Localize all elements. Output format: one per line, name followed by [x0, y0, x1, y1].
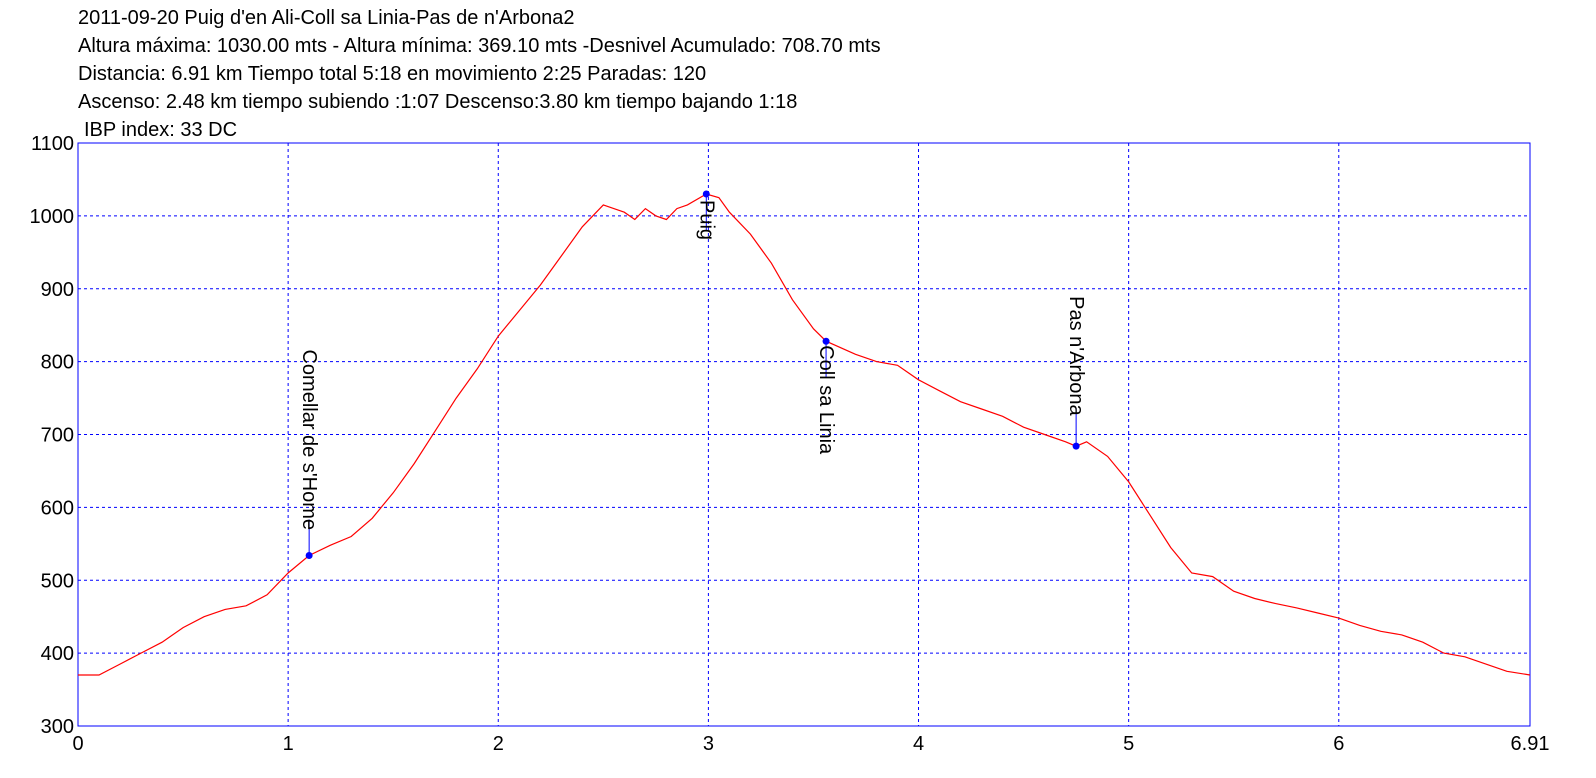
- y-tick-label: 1100: [31, 133, 74, 155]
- subtitle-line: Altura máxima: 1030.00 mts - Altura míni…: [78, 35, 881, 57]
- y-tick-label: 500: [41, 570, 74, 592]
- y-tick-label: 900: [41, 279, 74, 301]
- subtitle-line: Ascenso: 2.48 km tiempo subiendo :1:07 D…: [78, 91, 797, 113]
- elevation-line: [78, 193, 1531, 676]
- x-tick-label: 0: [72, 733, 83, 755]
- annotation-label: Puig: [695, 200, 717, 240]
- chart-title: 2011-09-20 Puig d'en Ali-Coll sa Linia-P…: [78, 7, 574, 29]
- y-tick-label: 800: [41, 352, 74, 374]
- x-tick-label: 4: [913, 733, 924, 755]
- annotation-label: Coll sa Linia: [815, 345, 837, 455]
- x-tick-label: 6.91: [1511, 733, 1550, 755]
- y-tick-label: 700: [41, 425, 74, 447]
- x-tick-label: 1: [283, 733, 294, 755]
- subtitle-line: Distancia: 6.91 km Tiempo total 5:18 en …: [78, 63, 706, 85]
- x-tick-label: 2: [493, 733, 504, 755]
- annotation-label: Comellar de s'Home: [298, 349, 320, 530]
- waypoint: [822, 337, 830, 345]
- x-tick-label: 5: [1123, 733, 1134, 755]
- x-tick-label: 6: [1333, 733, 1344, 755]
- waypoint: [305, 551, 313, 559]
- y-tick-label: 400: [41, 643, 74, 665]
- waypoint: [1072, 442, 1080, 450]
- y-tick-label: 600: [41, 497, 74, 519]
- subtitle-line: IBP index: 33 DC: [84, 119, 237, 141]
- annotation-label: Pas n'Arbona: [1065, 296, 1087, 416]
- y-tick-label: 1000: [30, 206, 75, 228]
- plot-frame: [77, 142, 1531, 727]
- waypoint: [702, 190, 710, 198]
- y-tick-label: 300: [41, 716, 74, 738]
- x-tick-label: 3: [703, 733, 714, 755]
